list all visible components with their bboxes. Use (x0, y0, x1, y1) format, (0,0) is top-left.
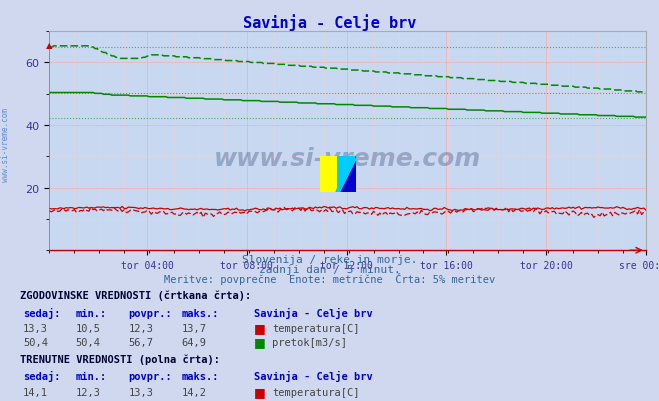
Polygon shape (320, 156, 338, 192)
Text: Slovenija / reke in morje.: Slovenija / reke in morje. (242, 255, 417, 265)
Text: Savinja - Celje brv: Savinja - Celje brv (243, 14, 416, 30)
Text: Savinja - Celje brv: Savinja - Celje brv (254, 307, 372, 318)
Text: www.si-vreme.com: www.si-vreme.com (214, 147, 481, 171)
Text: 50,4: 50,4 (76, 337, 101, 347)
Text: temperatura[C]: temperatura[C] (272, 387, 360, 397)
Text: 13,3: 13,3 (129, 387, 154, 397)
Text: maks.:: maks.: (181, 308, 219, 318)
Text: 13,7: 13,7 (181, 323, 206, 333)
Polygon shape (320, 156, 338, 192)
Text: 12,3: 12,3 (129, 323, 154, 333)
Polygon shape (336, 156, 356, 192)
Text: maks.:: maks.: (181, 371, 219, 381)
Text: sedaj:: sedaj: (23, 307, 61, 318)
Text: 12,3: 12,3 (76, 387, 101, 397)
Text: ■: ■ (254, 385, 266, 397)
Text: temperatura[C]: temperatura[C] (272, 323, 360, 333)
Text: ■: ■ (254, 321, 266, 334)
Text: TRENUTNE VREDNOSTI (polna črta):: TRENUTNE VREDNOSTI (polna črta): (20, 354, 219, 364)
Text: ■: ■ (254, 335, 266, 348)
Text: zadnji dan / 5 minut.: zadnji dan / 5 minut. (258, 265, 401, 275)
Polygon shape (338, 156, 356, 192)
Text: min.:: min.: (76, 308, 107, 318)
Text: sedaj:: sedaj: (23, 371, 61, 381)
Text: 50,4: 50,4 (23, 337, 48, 347)
Text: ■: ■ (254, 399, 266, 401)
Text: 14,2: 14,2 (181, 387, 206, 397)
Text: Meritve: povprečne  Enote: metrične  Črta: 5% meritev: Meritve: povprečne Enote: metrične Črta:… (164, 273, 495, 285)
Text: 13,3: 13,3 (23, 323, 48, 333)
Text: 10,5: 10,5 (76, 323, 101, 333)
Text: 64,9: 64,9 (181, 337, 206, 347)
Text: ▲: ▲ (46, 41, 53, 50)
Text: 14,1: 14,1 (23, 387, 48, 397)
Text: povpr.:: povpr.: (129, 308, 172, 318)
Text: www.si-vreme.com: www.si-vreme.com (1, 107, 10, 181)
Text: Savinja - Celje brv: Savinja - Celje brv (254, 371, 372, 381)
Text: ZGODOVINSKE VREDNOSTI (črtkana črta):: ZGODOVINSKE VREDNOSTI (črtkana črta): (20, 290, 251, 301)
Text: min.:: min.: (76, 371, 107, 381)
Text: 56,7: 56,7 (129, 337, 154, 347)
Polygon shape (338, 156, 356, 192)
Text: povpr.:: povpr.: (129, 371, 172, 381)
Text: pretok[m3/s]: pretok[m3/s] (272, 337, 347, 347)
